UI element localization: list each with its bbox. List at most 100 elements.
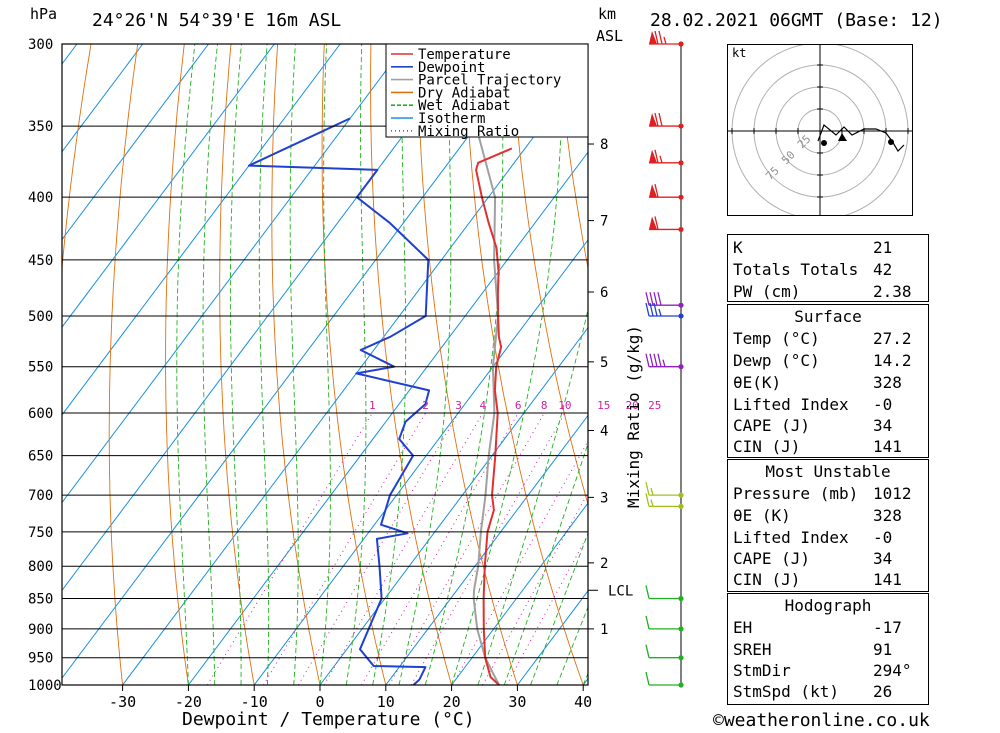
barb-feather [653, 302, 658, 317]
barb-feather [653, 353, 658, 367]
x-tick-label: -20 [175, 693, 202, 711]
isotherm-line [62, 44, 275, 328]
surface-row: Temp (°C) 27.2 [733, 329, 912, 348]
barb-feather [645, 353, 650, 367]
pressure-tick-label: 650 [28, 449, 53, 465]
mu-row: θE (K) 328 [733, 506, 902, 525]
barb-feather [653, 292, 658, 306]
barb-half-feather [650, 499, 654, 507]
wet-adiabat-line [319, 44, 331, 685]
mixing-ratio-label: 4 [479, 399, 486, 412]
barb-feather [645, 644, 650, 658]
legend-entry: Dry Adiabat [418, 85, 511, 101]
x-tick-label: -30 [109, 693, 136, 711]
hodograph-point [888, 139, 894, 145]
surface-row: Lifted Index -0 [733, 395, 893, 414]
dry-adiabat-line [417, 44, 518, 685]
barb-feather [645, 481, 650, 496]
isotherm-line [62, 44, 144, 153]
surface-row: Dewp (°C) 14.2 [733, 351, 912, 370]
mu-row: CIN (J) 141 [733, 570, 902, 589]
barb-feather [649, 353, 654, 367]
dry-adiabat-line [463, 44, 584, 685]
height-tick-label: 6 [600, 285, 608, 301]
pressure-tick-label: 500 [28, 309, 53, 325]
surface-row: CIN (J) 141 [733, 437, 902, 456]
pressure-tick-label: 550 [28, 360, 53, 376]
hodo-row: SREH 91 [733, 640, 893, 659]
mu-row: CAPE (J) 34 [733, 549, 893, 568]
height-tick-label: 1 [600, 622, 608, 638]
pressure-tick-label: 900 [28, 622, 53, 638]
index-row: Totals Totals 42 [733, 260, 893, 279]
legend-entry: Dewpoint [418, 60, 485, 76]
dry-adiabat-line [557, 44, 588, 271]
isotherm-line [253, 239, 588, 685]
mixing-ratio-axis-label: Mixing Ratio (g/kg) [624, 324, 643, 508]
dry-adiabat-line [108, 44, 139, 685]
wind-barbs [645, 30, 684, 688]
x-tick-label: 30 [508, 693, 526, 711]
x-tick-label: 40 [574, 693, 592, 711]
hodograph-trace [817, 123, 905, 152]
barb-feather [658, 112, 663, 127]
height-tick-label: 3 [600, 490, 608, 506]
credit-link[interactable]: ©weatheronline.co.uk [713, 710, 930, 731]
barb-pennant [649, 113, 657, 127]
pressure-tick-label: 950 [28, 651, 53, 667]
wet-adiabat-line [258, 44, 270, 685]
dewpoint-line [247, 117, 431, 685]
pressure-tick-label: 350 [28, 119, 53, 135]
barb-feather [649, 302, 654, 317]
barb-feather [654, 149, 659, 163]
height-tick-label: 5 [600, 355, 608, 371]
hodo-row: StmDir 294° [733, 661, 912, 680]
pressure-tick-label: 600 [28, 406, 53, 422]
height-tick-label: 8 [600, 137, 608, 153]
barb-feather [654, 30, 659, 45]
wet-adiabat-line [451, 44, 564, 685]
pressure-unit-label: hPa [30, 5, 58, 23]
hodograph-ring-label: 75 [763, 164, 782, 183]
barb-half-feather [663, 36, 667, 45]
x-tick-label: -10 [241, 693, 268, 711]
isotherm-line [62, 44, 209, 241]
hodo-row: EH -17 [733, 618, 902, 637]
hodograph-ring-label: 50 [779, 148, 798, 167]
x-axis-label: Dewpoint / Temperature (°C) [182, 709, 475, 730]
lcl-label: LCL [608, 583, 633, 599]
isotherm-line [319, 326, 588, 685]
barb-half-feather [659, 155, 663, 163]
x-tick-label: 20 [443, 693, 461, 711]
barb-feather [645, 671, 650, 686]
height-tick-label: 4 [600, 423, 608, 439]
hodograph-unit-label: kt [732, 46, 747, 60]
dry-adiabat-line [165, 44, 189, 685]
barb-feather [649, 292, 654, 306]
most-unstable-table: Most Unstable Pressure (mb) 1012 θE (K) 32… [727, 459, 929, 592]
barb-pennant [649, 31, 657, 44]
hodograph-table: Hodograph EH -17 SREH 91 StmDir 294° StmSpd… [727, 593, 929, 705]
mu-row: Lifted Index -0 [733, 528, 893, 547]
barb-half-feather [662, 359, 666, 367]
mixing-ratio-label: 25 [648, 399, 661, 412]
mixing-ratio-label: 1 [369, 399, 376, 412]
pressure-tick-label: 750 [28, 525, 53, 541]
most-unstable-title: Most Unstable [765, 462, 891, 481]
location-label: 24°26'N 54°39'E 16m ASL [92, 10, 342, 31]
height-tick-label: 2 [600, 556, 608, 572]
isotherm-line [122, 63, 588, 685]
barb-feather [658, 30, 663, 45]
isotherm-line [62, 44, 538, 679]
pressure-tick-label: 850 [28, 591, 53, 607]
mu-row: Pressure (mb) 1012 [733, 484, 912, 503]
barb-feather [645, 292, 650, 306]
surface-row: θE(K) 328 [733, 373, 902, 392]
isotherm-line [62, 44, 341, 416]
wet-adiabat-line [289, 44, 299, 685]
barb-pennant [649, 216, 657, 230]
dry-adiabat-line [975, 35, 1000, 685]
dry-adiabat-line [271, 44, 321, 685]
